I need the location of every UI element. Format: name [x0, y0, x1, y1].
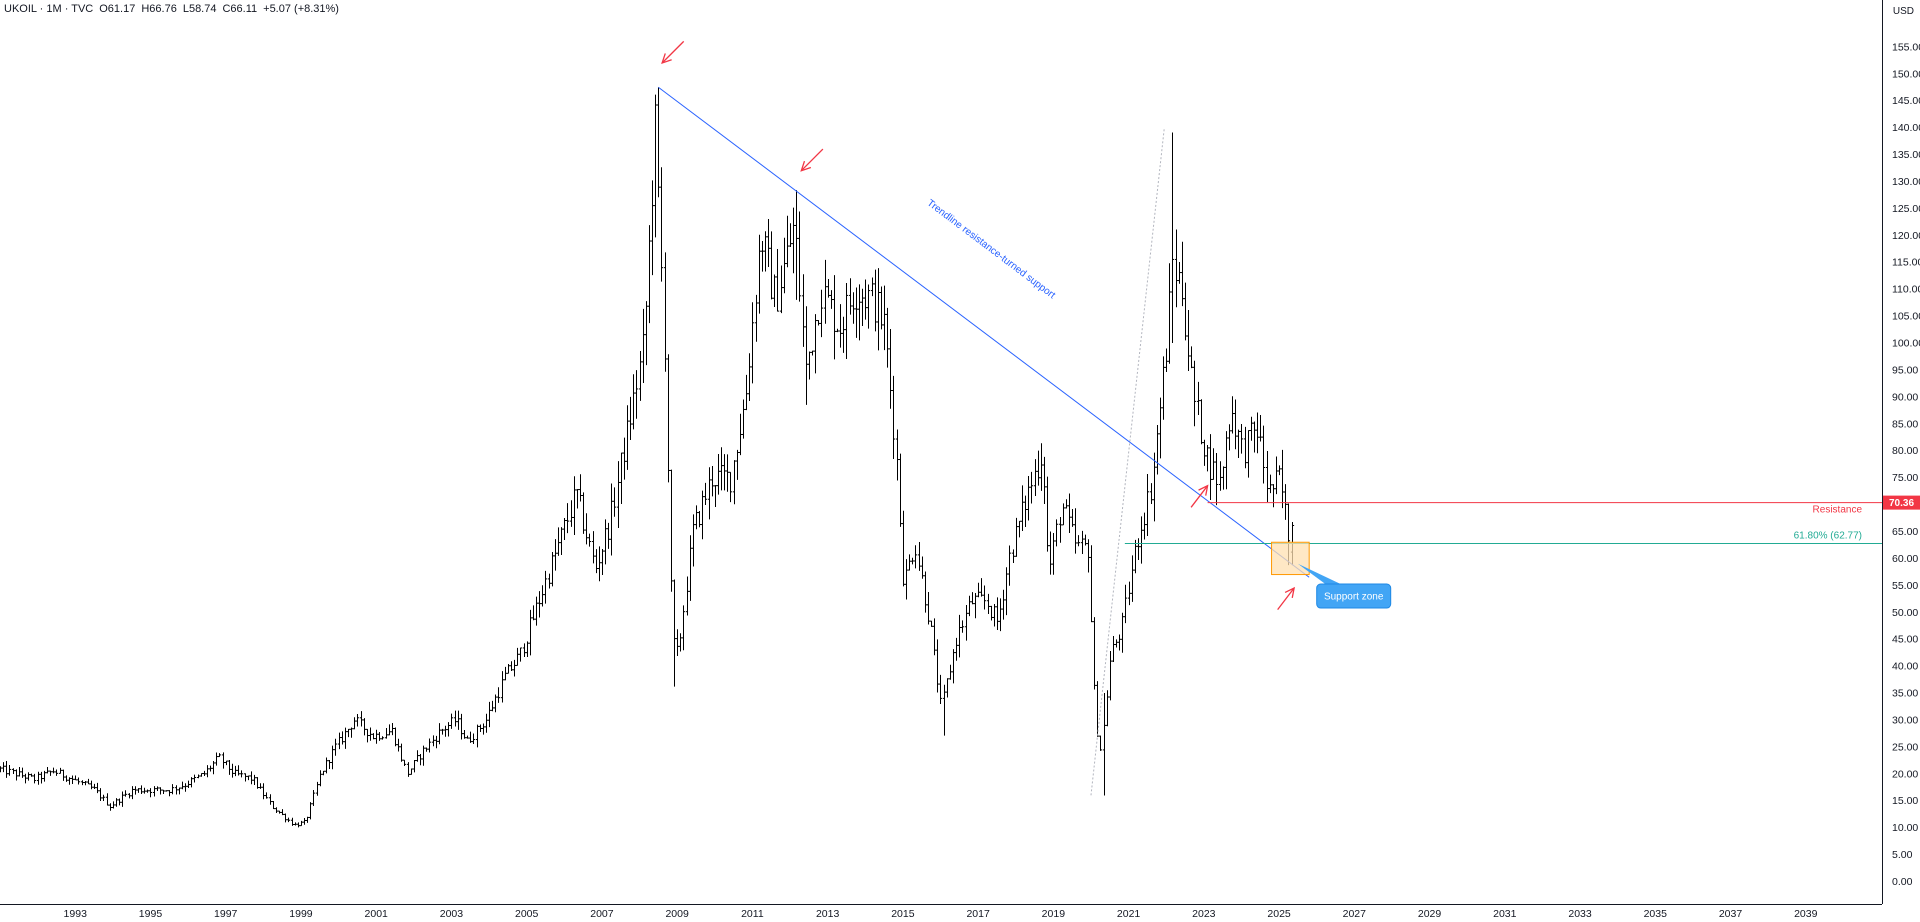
price-tick-label: 45.00: [1892, 634, 1918, 646]
price-tick-label: 95.00: [1892, 364, 1918, 376]
time-tick-label: 2019: [1042, 908, 1066, 920]
price-tick-label: 150.00: [1892, 68, 1920, 80]
support-zone-box[interactable]: [1271, 541, 1310, 576]
price-tick-label: 10.00: [1892, 822, 1918, 834]
chart-header: UKOIL · 1M · TVC O61.17 H66.76 L58.74 C6…: [4, 3, 339, 15]
price-tick-label: 155.00: [1892, 41, 1920, 53]
price-tick-label: 125.00: [1892, 203, 1920, 215]
time-tick-label: 2001: [365, 908, 389, 920]
time-tick-label: 2021: [1117, 908, 1141, 920]
price-tick-label: 140.00: [1892, 122, 1920, 134]
change-value: +5.07 (+8.31%): [263, 3, 339, 15]
price-tick-label: 35.00: [1892, 688, 1918, 700]
time-tick-label: 2033: [1568, 908, 1592, 920]
annotation-arrow-head: [1198, 484, 1209, 496]
price-tick-label: 90.00: [1892, 391, 1918, 403]
time-tick-label: 2025: [1267, 908, 1291, 920]
price-tick-label: 115.00: [1892, 257, 1920, 269]
currency-label: USD: [1892, 6, 1914, 17]
resistance-price-badge: [1883, 495, 1920, 510]
time-tick-label: 2009: [665, 908, 689, 920]
time-tick-label: 1999: [289, 908, 313, 920]
time-tick-label: 2035: [1644, 908, 1668, 920]
time-tick-label: 2039: [1794, 908, 1818, 920]
fib-base-line: [1090, 127, 1165, 796]
price-tick-label: 30.00: [1892, 714, 1918, 726]
price-tick-label: 110.00: [1892, 284, 1920, 296]
price-tick-label: 105.00: [1892, 311, 1920, 323]
price-tick-label: 145.00: [1892, 95, 1920, 107]
callout-pointer: [1297, 563, 1343, 586]
time-tick-label: 2023: [1192, 908, 1216, 920]
price-tick-label: 60.00: [1892, 553, 1918, 565]
price-tick-label: 130.00: [1892, 176, 1920, 188]
time-tick-label: 2015: [891, 908, 915, 920]
price-tick-label: 50.00: [1892, 607, 1918, 619]
annotation-arrow-head: [800, 160, 812, 172]
annotation-arrow-shaft: [1190, 485, 1209, 508]
time-tick-label: 2013: [816, 908, 840, 920]
price-tick-label: 120.00: [1892, 230, 1920, 242]
annotation-arrow-head: [1284, 586, 1296, 599]
time-tick-label: 1993: [64, 908, 88, 920]
resistance-price-label: 70.36: [1889, 498, 1914, 509]
time-tick-label: 2003: [440, 908, 464, 920]
trendline[interactable]: [658, 86, 1310, 578]
price-tick-label: 85.00: [1892, 418, 1918, 430]
price-tick-label: 40.00: [1892, 661, 1918, 673]
time-tick-label: 1997: [214, 908, 238, 920]
annotation-arrow-shaft: [1277, 587, 1295, 611]
price-tick-label: 100.00: [1892, 338, 1920, 350]
resistance-label: Resistance: [1813, 505, 1863, 516]
low-value: L58.74: [182, 3, 217, 15]
time-tick-label: 2027: [1343, 908, 1367, 920]
fib-level-label: 61.80% (62.77): [1794, 530, 1862, 541]
annotation-arrow-shaft: [800, 148, 824, 172]
price-tick-label: 5.00: [1892, 849, 1913, 861]
annotation-arrow-shaft: [661, 40, 685, 64]
time-tick-label: 2031: [1493, 908, 1517, 920]
price-tick-label: 75.00: [1892, 472, 1918, 484]
time-tick-label: 2005: [515, 908, 539, 920]
time-tick-label: 1995: [139, 908, 163, 920]
close-value: C66.11: [222, 3, 258, 15]
annotation-arrow-head: [661, 53, 672, 65]
time-tick-label: 2029: [1418, 908, 1442, 920]
symbol-label: UKOIL · 1M · TVC: [4, 3, 94, 15]
support-callout-box[interactable]: [1316, 583, 1392, 609]
price-tick-label: 80.00: [1892, 445, 1918, 457]
time-tick-label: 2017: [966, 908, 990, 920]
price-tick-label: 20.00: [1892, 768, 1918, 780]
support-callout-label: Support zone: [1324, 592, 1384, 603]
time-tick-label: 2037: [1719, 908, 1743, 920]
price-tick-label: 55.00: [1892, 580, 1918, 592]
time-tick-label: 2007: [590, 908, 614, 920]
high-value: H66.76: [141, 3, 177, 15]
price-tick-label: 0.00: [1892, 876, 1913, 888]
price-tick-label: 135.00: [1892, 149, 1920, 161]
price-tick-label: 65.00: [1892, 526, 1918, 538]
open-value: O61.17: [99, 3, 136, 15]
time-tick-label: 2011: [741, 908, 764, 920]
trendline-label: Trendline resistance-turned support: [925, 198, 1058, 302]
price-tick-label: 15.00: [1892, 795, 1918, 807]
price-tick-label: 25.00: [1892, 741, 1918, 753]
